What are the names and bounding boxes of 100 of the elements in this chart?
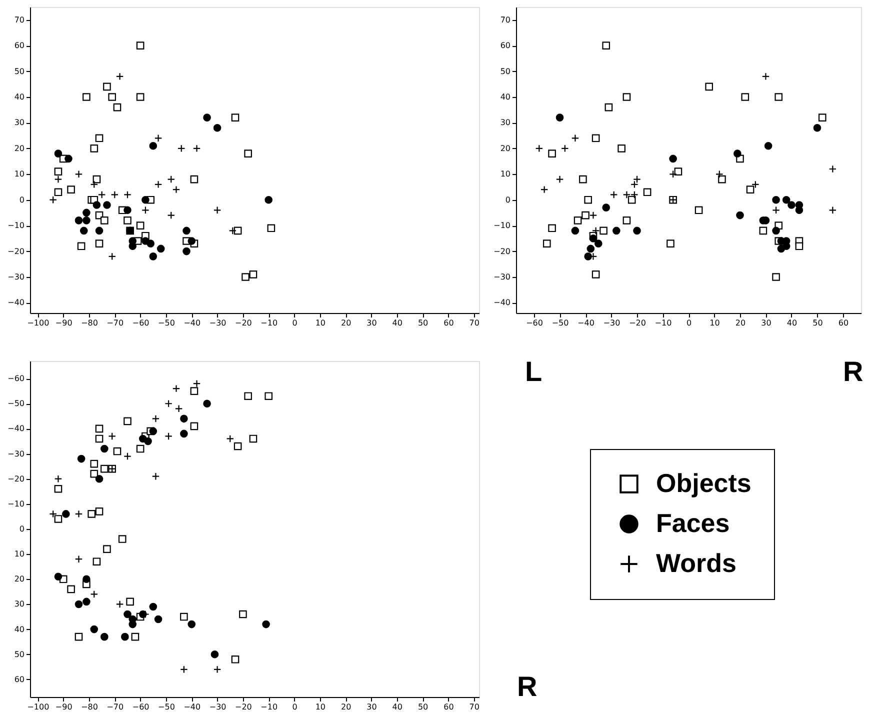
point bbox=[103, 545, 111, 553]
x-tick-label: −80 bbox=[81, 318, 98, 328]
point bbox=[95, 434, 104, 443]
point bbox=[164, 400, 172, 408]
point bbox=[108, 93, 116, 101]
point bbox=[777, 244, 786, 253]
legend-label: Words bbox=[656, 548, 736, 578]
point bbox=[95, 424, 104, 433]
y-tick-label: 10 bbox=[500, 170, 510, 179]
legend-label: Objects bbox=[656, 468, 752, 498]
x-tick-label: 20 bbox=[340, 318, 352, 328]
x-tick-label: 40 bbox=[392, 702, 402, 712]
x-tick-label: 30 bbox=[366, 318, 377, 328]
point bbox=[589, 211, 598, 220]
point bbox=[231, 655, 240, 664]
point bbox=[126, 598, 134, 606]
x-tick-label: 40 bbox=[392, 318, 402, 328]
point bbox=[108, 432, 116, 440]
point bbox=[167, 175, 176, 184]
text: L bbox=[525, 356, 542, 387]
x-tick-label: 40 bbox=[786, 318, 798, 328]
point bbox=[90, 460, 98, 468]
point bbox=[136, 42, 144, 50]
point bbox=[172, 186, 180, 194]
point bbox=[604, 103, 613, 112]
point bbox=[80, 226, 88, 235]
point bbox=[612, 226, 620, 235]
point bbox=[113, 447, 122, 456]
x-tick-label: 70 bbox=[469, 702, 480, 712]
point bbox=[54, 188, 62, 196]
x-tick-label: −90 bbox=[55, 318, 72, 328]
point bbox=[124, 610, 132, 618]
x-tick-label: −20 bbox=[629, 318, 646, 328]
point bbox=[149, 602, 158, 611]
point bbox=[228, 226, 237, 235]
x-tick-label: −50 bbox=[552, 318, 569, 328]
y-tick-label: −10 bbox=[8, 221, 24, 230]
point bbox=[90, 144, 98, 152]
point bbox=[813, 124, 822, 132]
point bbox=[795, 242, 804, 250]
y-tick-label: 50 bbox=[500, 66, 510, 76]
point bbox=[542, 240, 551, 248]
point bbox=[90, 180, 98, 188]
point bbox=[82, 575, 90, 584]
point bbox=[818, 114, 826, 122]
x-tick-label: −80 bbox=[81, 702, 98, 712]
y-tick-label: −20 bbox=[8, 474, 24, 484]
x-tick-label: −60 bbox=[526, 318, 543, 328]
point bbox=[77, 242, 86, 250]
point bbox=[244, 392, 252, 400]
point bbox=[174, 404, 183, 413]
point bbox=[49, 510, 57, 518]
point bbox=[669, 170, 677, 178]
point bbox=[62, 510, 70, 518]
point bbox=[594, 240, 602, 248]
point bbox=[239, 610, 247, 618]
point bbox=[579, 175, 587, 184]
x-tick-label: 50 bbox=[418, 702, 428, 712]
point bbox=[734, 150, 742, 158]
point bbox=[180, 430, 188, 438]
point bbox=[210, 650, 219, 658]
y-tick-label: 50 bbox=[14, 650, 24, 659]
point bbox=[764, 142, 772, 150]
point bbox=[54, 168, 62, 176]
x-tick-label: 60 bbox=[444, 702, 454, 712]
x-tick-label: 10 bbox=[315, 318, 326, 328]
point bbox=[180, 414, 188, 423]
point bbox=[154, 134, 162, 142]
point bbox=[772, 206, 780, 214]
point bbox=[156, 244, 165, 253]
point bbox=[95, 240, 104, 248]
point bbox=[610, 190, 618, 199]
y-tick-label: −20 bbox=[494, 246, 510, 256]
point bbox=[584, 252, 592, 260]
x-tick-label: −60 bbox=[132, 702, 150, 712]
point bbox=[622, 216, 631, 224]
y-tick-label: 30 bbox=[14, 600, 24, 609]
point bbox=[144, 437, 152, 446]
point bbox=[90, 590, 98, 598]
point bbox=[149, 142, 158, 150]
point bbox=[74, 555, 83, 563]
point bbox=[82, 93, 90, 101]
point bbox=[100, 464, 108, 473]
point bbox=[152, 472, 160, 480]
y-tick-label: −40 bbox=[8, 298, 24, 308]
point bbox=[584, 196, 592, 204]
point bbox=[622, 190, 631, 199]
x-tick-label: −10 bbox=[260, 318, 278, 328]
y-tick-label: 40 bbox=[500, 92, 510, 102]
legend-label: Faces bbox=[656, 508, 730, 538]
point bbox=[113, 103, 122, 112]
point bbox=[95, 134, 104, 142]
y-tick-label: 40 bbox=[14, 624, 24, 634]
y-tick-label: 70 bbox=[500, 15, 510, 24]
y-tick-label: 60 bbox=[14, 41, 24, 50]
point bbox=[182, 247, 190, 256]
point bbox=[267, 224, 276, 232]
x-tick-label: −70 bbox=[106, 318, 124, 328]
x-tick-label: 30 bbox=[761, 318, 772, 328]
x-tick-label: 20 bbox=[340, 702, 352, 712]
